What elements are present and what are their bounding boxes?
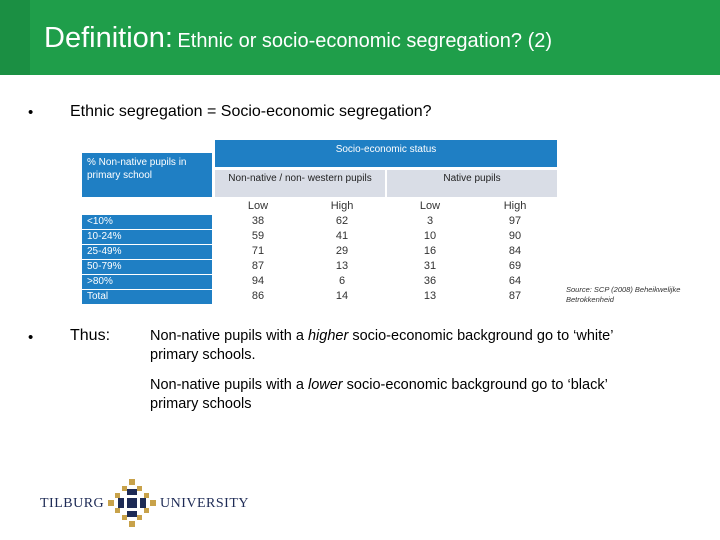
table-cell: 14 xyxy=(335,290,349,302)
table-cell: 62 xyxy=(335,215,349,227)
table-cell: 3 xyxy=(426,215,434,227)
table-cell: 87 xyxy=(251,260,265,272)
row-label: 10-24% xyxy=(82,230,212,244)
row-divider xyxy=(82,259,212,260)
sub-header: Low xyxy=(247,200,269,212)
table-cell: 59 xyxy=(251,230,265,242)
para1-text-end: socio-economic background go to ‘white’ … xyxy=(150,328,613,363)
table-row-header: % Non-native pupils in primary school xyxy=(82,153,212,197)
row-label: 50-79% xyxy=(82,260,212,274)
para2-text-end: socio-economic background go to ‘black’ … xyxy=(150,377,608,412)
table-cell: 31 xyxy=(423,260,437,272)
tilburg-university-logo: TILBURG UNIVERSITY xyxy=(40,475,250,530)
table-cell: 86 xyxy=(251,290,265,302)
row-divider xyxy=(82,274,212,275)
sub-header: High xyxy=(503,200,527,212)
title-bar: Definition: Ethnic or socio-economic seg… xyxy=(0,0,720,75)
para1-emphasis: higher xyxy=(307,328,349,344)
conclusion-paragraph-1: Non-native pupils with a higher socio-ec… xyxy=(150,327,640,365)
table-cell: 10 xyxy=(423,230,437,242)
row-label: >80% xyxy=(82,275,212,289)
sub-header: High xyxy=(330,200,354,212)
title-bar-accent xyxy=(0,0,30,75)
table-section-header: Socio-economic status xyxy=(215,140,557,167)
table-cell: 94 xyxy=(251,275,265,287)
row-label: Total xyxy=(82,290,212,304)
source-note: Source: SCP (2008) Beheikwelijke Betrokk… xyxy=(566,285,681,304)
table-cell: 13 xyxy=(423,290,437,302)
row-divider xyxy=(82,229,212,230)
table-cell: 97 xyxy=(508,215,522,227)
table-cell: 29 xyxy=(335,245,349,257)
group-header-native: Native pupils xyxy=(387,170,557,197)
para2-text: Non-native pupils with a xyxy=(150,377,308,393)
title-rest: Ethnic or socio-economic segregation? (2… xyxy=(177,30,553,52)
bullet-dot-1: • xyxy=(28,104,34,121)
logo-emblem-icon xyxy=(108,479,156,527)
table-cell: 41 xyxy=(335,230,349,242)
table-cell: 36 xyxy=(423,275,437,287)
title-main: Definition: xyxy=(44,22,173,54)
conclusion-paragraph-2: Non-native pupils with a lower socio-eco… xyxy=(150,376,640,414)
row-divider xyxy=(82,289,212,290)
sub-header: Low xyxy=(419,200,441,212)
table-cell: 84 xyxy=(508,245,522,257)
table-cell: 16 xyxy=(423,245,437,257)
table-cell: 38 xyxy=(251,215,265,227)
table-cell: 71 xyxy=(251,245,265,257)
bullet-1-text: Ethnic segregation = Socio-economic segr… xyxy=(70,103,432,120)
table-cell: 6 xyxy=(338,275,346,287)
group-header-non-native: Non-native / non- western pupils xyxy=(215,170,385,197)
bullet-dot-2: • xyxy=(28,329,34,346)
table-cell: 87 xyxy=(508,290,522,302)
bullet-2-label: Thus: xyxy=(70,327,111,344)
table-cell: 90 xyxy=(508,230,522,242)
para2-emphasis: lower xyxy=(307,377,343,393)
logo-word-left: TILBURG xyxy=(40,496,105,511)
row-divider xyxy=(82,244,212,245)
slide-title: Definition: Ethnic or socio-economic seg… xyxy=(44,22,552,55)
table-cell: 13 xyxy=(335,260,349,272)
logo-word-right: UNIVERSITY xyxy=(160,496,249,511)
row-label: 25-49% xyxy=(82,245,212,259)
table-cell: 69 xyxy=(508,260,522,272)
row-label: <10% xyxy=(82,215,212,229)
para1-text: Non-native pupils with a xyxy=(150,328,308,344)
table-cell: 64 xyxy=(508,275,522,287)
